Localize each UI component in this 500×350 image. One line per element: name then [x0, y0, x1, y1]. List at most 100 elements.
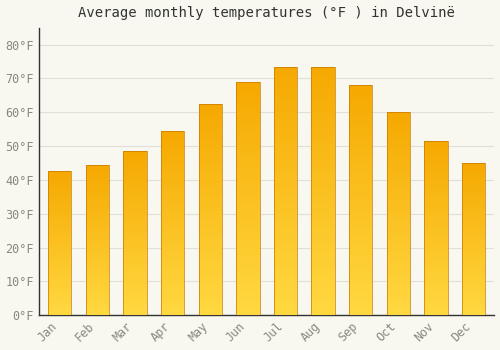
Bar: [48, 172, 72, 173]
Bar: [424, 187, 448, 189]
Bar: [349, 177, 372, 180]
Bar: [312, 163, 335, 166]
Bar: [462, 252, 485, 254]
Bar: [349, 235, 372, 238]
Bar: [462, 270, 485, 272]
Bar: [387, 254, 410, 257]
Bar: [387, 247, 410, 249]
Bar: [198, 170, 222, 173]
Bar: [236, 242, 260, 245]
Bar: [48, 306, 72, 308]
Bar: [349, 261, 372, 264]
Bar: [48, 181, 72, 182]
Bar: [86, 253, 109, 255]
Bar: [198, 297, 222, 299]
Bar: [462, 184, 485, 186]
Bar: [236, 225, 260, 228]
Bar: [274, 262, 297, 266]
Bar: [236, 140, 260, 143]
Bar: [48, 258, 72, 260]
Bar: [312, 259, 335, 262]
Bar: [161, 281, 184, 283]
Bar: [274, 216, 297, 219]
Bar: [236, 102, 260, 105]
Bar: [462, 203, 485, 205]
Bar: [198, 183, 222, 186]
Bar: [123, 282, 146, 285]
Bar: [198, 228, 222, 231]
Bar: [274, 141, 297, 144]
Bar: [274, 253, 297, 256]
Bar: [236, 155, 260, 158]
Bar: [462, 174, 485, 176]
Bar: [86, 227, 109, 229]
Bar: [86, 283, 109, 285]
Bar: [161, 246, 184, 248]
Bar: [86, 167, 109, 168]
Bar: [236, 128, 260, 131]
Bar: [462, 190, 485, 191]
Bar: [123, 151, 146, 315]
Bar: [198, 278, 222, 281]
Bar: [161, 237, 184, 239]
Bar: [198, 289, 222, 292]
Bar: [312, 110, 335, 113]
Bar: [462, 241, 485, 243]
Bar: [161, 149, 184, 152]
Bar: [86, 287, 109, 289]
Bar: [198, 302, 222, 305]
Bar: [86, 178, 109, 180]
Bar: [123, 274, 146, 276]
Bar: [387, 293, 410, 295]
Bar: [123, 176, 146, 178]
Bar: [312, 194, 335, 197]
Bar: [462, 207, 485, 209]
Bar: [236, 202, 260, 204]
Bar: [462, 199, 485, 201]
Bar: [349, 206, 372, 209]
Bar: [387, 133, 410, 135]
Bar: [236, 93, 260, 96]
Bar: [424, 243, 448, 246]
Bar: [86, 278, 109, 280]
Bar: [274, 287, 297, 290]
Bar: [274, 98, 297, 101]
Bar: [86, 268, 109, 270]
Bar: [387, 308, 410, 310]
Bar: [462, 228, 485, 230]
Bar: [236, 198, 260, 202]
Bar: [312, 154, 335, 157]
Bar: [236, 286, 260, 289]
Bar: [161, 172, 184, 175]
Bar: [462, 262, 485, 264]
Bar: [424, 213, 448, 215]
Bar: [424, 257, 448, 259]
Bar: [424, 287, 448, 289]
Bar: [236, 143, 260, 146]
Bar: [48, 202, 72, 204]
Bar: [123, 151, 146, 153]
Bar: [312, 219, 335, 222]
Bar: [123, 266, 146, 268]
Bar: [236, 251, 260, 254]
Bar: [387, 160, 410, 163]
Bar: [198, 254, 222, 257]
Bar: [48, 299, 72, 301]
Bar: [198, 294, 222, 297]
Bar: [236, 210, 260, 213]
Bar: [236, 222, 260, 225]
Bar: [349, 180, 372, 183]
Bar: [123, 256, 146, 258]
Bar: [349, 103, 372, 105]
Bar: [274, 306, 297, 309]
Bar: [387, 237, 410, 239]
Bar: [48, 215, 72, 216]
Bar: [387, 166, 410, 168]
Bar: [462, 197, 485, 199]
Bar: [274, 79, 297, 82]
Bar: [161, 152, 184, 154]
Bar: [424, 291, 448, 294]
Bar: [86, 186, 109, 187]
Bar: [236, 187, 260, 190]
Bar: [312, 126, 335, 129]
